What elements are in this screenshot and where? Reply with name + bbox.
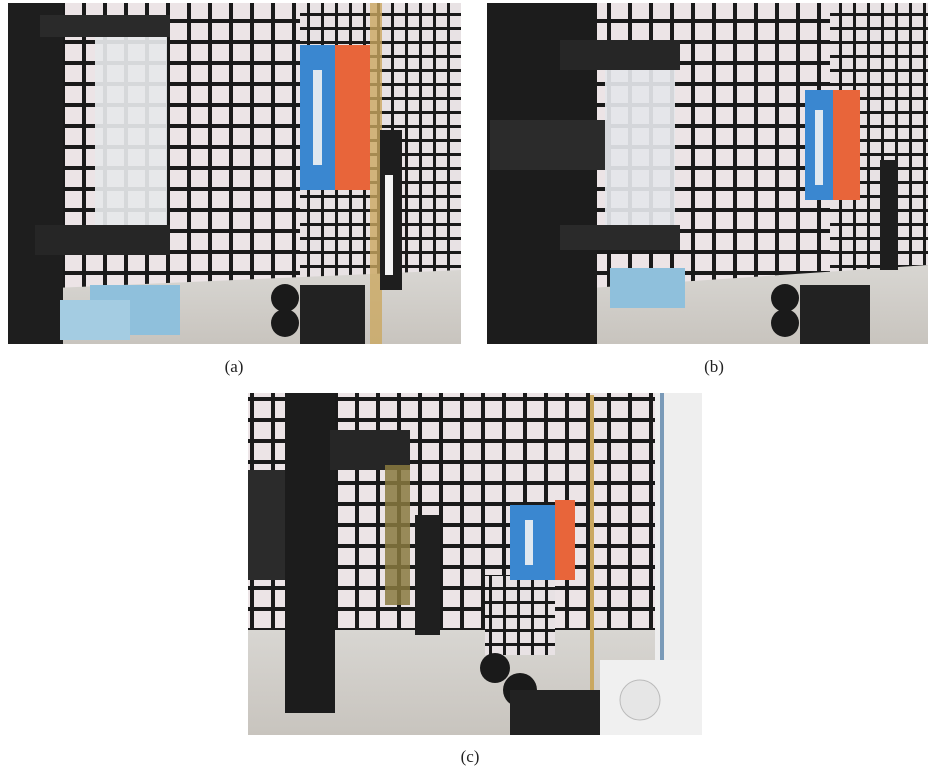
- photo-c: [248, 393, 702, 735]
- photo-a: [8, 3, 461, 344]
- panel-label: (a): [225, 357, 244, 376]
- panel-label: (b): [704, 357, 724, 376]
- panel-label: (c): [461, 747, 480, 766]
- photo-b: [487, 3, 928, 344]
- figure: (a) (b) (c): [0, 0, 932, 772]
